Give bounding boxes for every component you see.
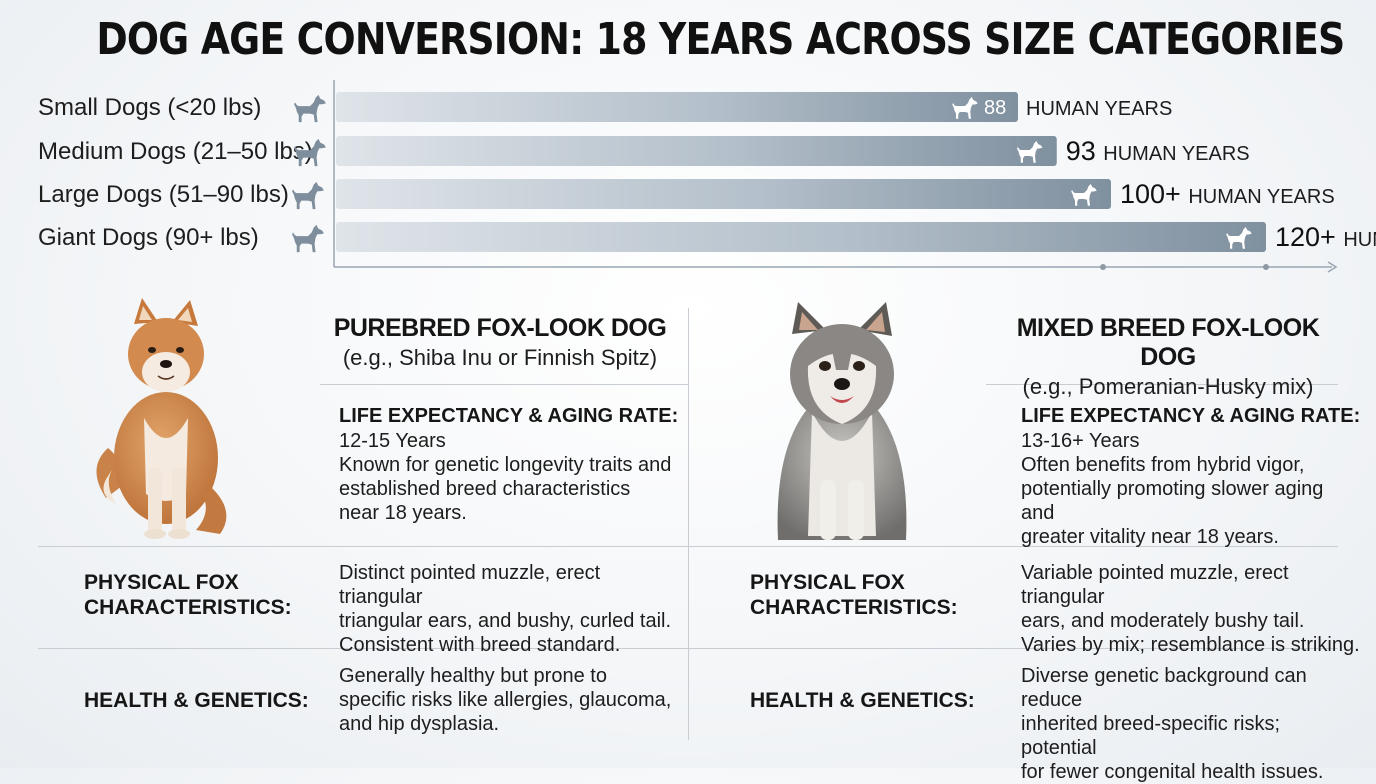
- mixed-health-line: inherited breed-specific risks; potentia…: [1021, 713, 1280, 759]
- bar: [336, 179, 1111, 209]
- category-label: Giant Dogs (90+ lbs): [38, 224, 259, 251]
- axis-tick-dot: [1100, 264, 1106, 270]
- mixed-physical-label-line: PHYSICAL FOX: [750, 571, 905, 594]
- mixed-physical-label-line: CHARACTERISTICS:: [750, 596, 958, 619]
- bar-value-label: 100+ HUMAN YEARS: [1120, 179, 1335, 209]
- mixed-life-header: LIFE EXPECTANCY & AGING RATE:: [1021, 405, 1361, 427]
- axis-tick-dot: [1263, 264, 1269, 270]
- mixed-life-line: greater vitality near 18 years.: [1021, 526, 1279, 548]
- dog-silhouette-icon: [292, 224, 324, 253]
- mixed-health-line: for fewer congenital health issues.: [1021, 761, 1324, 783]
- category-label: Large Dogs (51–90 lbs): [38, 181, 289, 208]
- mixed-example: (e.g., Pomeranian-Husky mix): [1022, 374, 1314, 399]
- purebred-physical-label-line: PHYSICAL FOX: [84, 571, 239, 594]
- purebred-physical-label: PHYSICAL FOX CHARACTERISTICS:: [84, 570, 292, 620]
- chart-axes: [333, 80, 1338, 273]
- dog-silhouette-icon: [294, 94, 326, 123]
- purebred-example: (e.g., Shiba Inu or Finnish Spitz): [342, 345, 658, 370]
- purebred-life-block: LIFE EXPECTANCY & AGING RATE: 12-15 Year…: [339, 404, 684, 525]
- bar: [336, 136, 1057, 166]
- x-axis-arrow: [1327, 261, 1338, 273]
- bar: [336, 92, 1018, 122]
- purebred-physical-line: Consistent with breed standard.: [339, 634, 621, 656]
- purebred-life-line: near 18 years.: [339, 502, 467, 524]
- mixed-physical-line: Variable pointed muzzle, erect triangula…: [1021, 562, 1289, 608]
- purebred-health-line: Generally healthy but prone to: [339, 665, 607, 687]
- purebred-health-line: specific risks like allergies, glaucoma,: [339, 689, 672, 711]
- purebred-physical-label-line: CHARACTERISTICS:: [84, 596, 292, 619]
- purebred-physical-line: Distinct pointed muzzle, erect triangula…: [339, 562, 601, 608]
- bar: [336, 222, 1266, 252]
- pomeranian-husky-photo: [777, 302, 907, 540]
- mixed-health-label: HEALTH & GENETICS:: [750, 689, 975, 712]
- category-label: Medium Dogs (21–50 lbs): [38, 138, 313, 165]
- purebred-health-line: and hip dysplasia.: [339, 713, 500, 735]
- bar-row: Large Dogs (51–90 lbs) 100+ HUMAN YEARS: [38, 179, 1335, 210]
- divider-health: [38, 648, 1338, 649]
- purebred-health-text: Generally healthy but prone to specific …: [339, 664, 684, 736]
- shiba-inu-photo: [96, 298, 227, 539]
- divider-left-head: [320, 384, 688, 385]
- purebred-health-label: HEALTH & GENETICS:: [84, 689, 309, 712]
- bar-value-label: 88: [984, 97, 1006, 119]
- mixed-life-line: 13-16+ Years: [1021, 430, 1140, 452]
- divider-physical: [38, 546, 1338, 547]
- mixed-physical-line: ears, and moderately bushy tail.: [1021, 610, 1305, 632]
- page-title: DOG AGE CONVERSION: 18 YEARS ACROSS SIZE…: [96, 14, 1345, 65]
- mixed-physical-label: PHYSICAL FOX CHARACTERISTICS:: [750, 570, 958, 620]
- bar-row: Medium Dogs (21–50 lbs) 93 HUMAN YEARS: [38, 136, 1250, 167]
- age-bar-chart: Small Dogs (<20 lbs) 88 HUMAN YEARS Medium …: [38, 80, 1376, 273]
- center-divider: [688, 308, 689, 740]
- purebred-heading: PUREBRED FOX-LOOK DOG (e.g., Shiba Inu o…: [320, 314, 680, 371]
- category-label: Small Dogs (<20 lbs): [38, 94, 261, 121]
- mixed-life-line: Often benefits from hybrid vigor,: [1021, 454, 1305, 476]
- purebred-physical-text: Distinct pointed muzzle, erect triangula…: [339, 561, 684, 657]
- purebred-life-line: established breed characteristics: [339, 478, 631, 500]
- divider-right-head: [986, 384, 1338, 385]
- bar-row: Giant Dogs (90+ lbs) 120+ HUMAN YEARS: [38, 222, 1376, 253]
- purebred-physical-line: triangular ears, and bushy, curled tail.: [339, 610, 672, 632]
- bar-value-label: 120+ HUMAN YEARS: [1275, 222, 1376, 252]
- mixed-life-line: potentially promoting slower aging and: [1021, 478, 1324, 524]
- purebred-life-header: LIFE EXPECTANCY & AGING RATE:: [339, 405, 679, 427]
- mixed-health-line: Diverse genetic background can reduce: [1021, 665, 1307, 711]
- bar-unit-label: HUMAN YEARS: [1026, 98, 1172, 120]
- mixed-health-text: Diverse genetic background can reduce in…: [1021, 664, 1361, 784]
- mixed-heading: MIXED BREED FOX-LOOK DOG (e.g., Pomerani…: [990, 314, 1346, 400]
- mixed-physical-line: Varies by mix; resemblance is striking.: [1021, 634, 1360, 656]
- bar-value-label: 93 HUMAN YEARS: [1066, 136, 1250, 166]
- bar-row: Small Dogs (<20 lbs) 88 HUMAN YEARS: [38, 92, 1172, 123]
- mixed-physical-text: Variable pointed muzzle, erect triangula…: [1021, 561, 1361, 657]
- dog-silhouette-icon: [292, 181, 324, 210]
- mixed-name: MIXED BREED FOX-LOOK DOG: [1016, 314, 1320, 371]
- purebred-life-line: 12-15 Years: [339, 430, 446, 452]
- purebred-life-line: Known for genetic longevity traits and: [339, 454, 672, 476]
- purebred-name: PUREBRED FOX-LOOK DOG: [333, 314, 667, 342]
- mixed-life-block: LIFE EXPECTANCY & AGING RATE: 13-16+ Yea…: [1021, 404, 1361, 549]
